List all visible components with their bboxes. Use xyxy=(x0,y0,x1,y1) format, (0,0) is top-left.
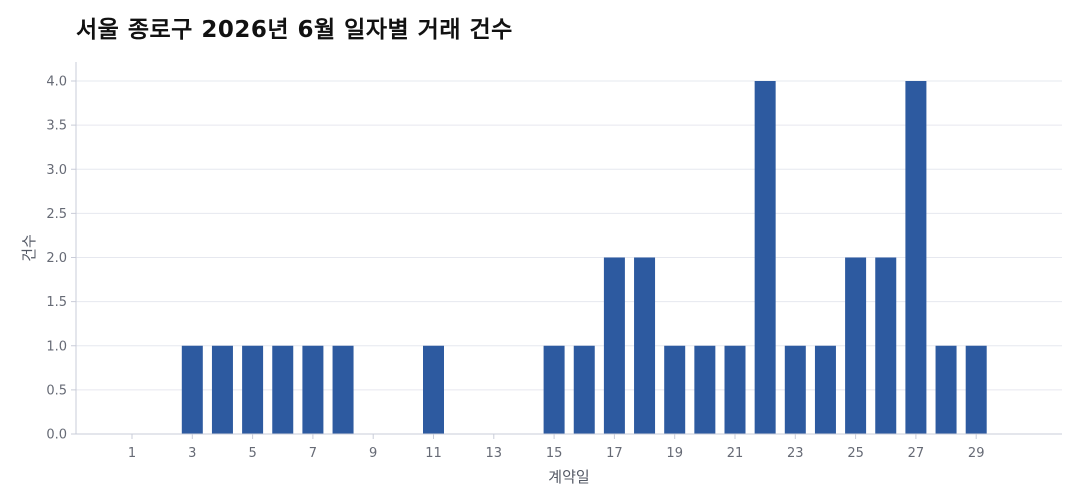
x-tick-label: 25 xyxy=(847,446,864,461)
bar-day-7 xyxy=(302,345,324,434)
y-tick-label: 4.0 xyxy=(46,75,67,90)
y-tick-label: 3.5 xyxy=(46,119,67,134)
bars xyxy=(181,81,987,434)
bar-day-3 xyxy=(181,345,203,434)
x-tick-label: 5 xyxy=(248,446,256,461)
x-tick-label: 29 xyxy=(968,446,985,461)
bar-day-24 xyxy=(814,345,836,434)
bar-day-26 xyxy=(875,257,897,434)
y-tick-label: 0.0 xyxy=(46,428,67,443)
y-tick-labels: 0.0 0.5 1.0 1.5 2.0 2.5 3.0 3.5 4.0 xyxy=(46,75,76,443)
bar-day-21 xyxy=(724,345,746,434)
bar-day-27 xyxy=(905,81,927,434)
bar-day-29 xyxy=(965,345,987,434)
x-axis-label: 계약일 xyxy=(548,468,589,486)
bar-day-22 xyxy=(754,81,776,434)
y-axis-label: 건수 xyxy=(20,234,38,262)
bar-day-18 xyxy=(634,257,656,434)
bar-day-20 xyxy=(694,345,716,434)
bar-day-5 xyxy=(242,345,264,434)
x-tick-label: 19 xyxy=(666,446,683,461)
bar-day-8 xyxy=(332,345,354,434)
x-tick-label: 3 xyxy=(188,446,196,461)
bar-day-11 xyxy=(423,345,444,434)
x-tick-label: 21 xyxy=(727,446,744,461)
x-tick-label: 1 xyxy=(128,446,136,461)
y-tick-label: 2.5 xyxy=(46,207,67,222)
grid-lines xyxy=(76,80,1062,391)
chart-title: 서울 종로구 2026년 6월 일자별 거래 건수 xyxy=(76,17,513,43)
bar-day-4 xyxy=(211,345,233,434)
y-tick-label: 0.5 xyxy=(46,383,67,398)
x-tick-label: 7 xyxy=(309,446,317,461)
bar-day-23 xyxy=(784,345,806,434)
x-tick-labels: 1 3 5 7 9 11 13 15 17 19 21 23 25 27 29 xyxy=(128,434,985,461)
y-tick-label: 2.0 xyxy=(46,251,67,266)
bar-day-19 xyxy=(664,345,686,434)
bar-day-16 xyxy=(573,345,595,434)
x-tick-label: 15 xyxy=(546,446,563,461)
y-tick-label: 1.5 xyxy=(46,295,67,310)
x-tick-label: 9 xyxy=(369,446,377,461)
bar-day-15 xyxy=(543,345,565,434)
x-tick-label: 13 xyxy=(486,446,503,461)
bar-day-25 xyxy=(845,257,867,434)
x-tick-label: 11 xyxy=(425,446,442,461)
bar-day-28 xyxy=(935,345,957,434)
y-tick-label: 3.0 xyxy=(46,163,67,178)
x-tick-label: 17 xyxy=(606,446,623,461)
x-tick-label: 23 xyxy=(787,446,804,461)
bar-day-6 xyxy=(272,345,294,434)
x-tick-label: 27 xyxy=(908,446,925,461)
y-tick-label: 1.0 xyxy=(46,339,67,354)
bar-day-17 xyxy=(603,257,625,434)
